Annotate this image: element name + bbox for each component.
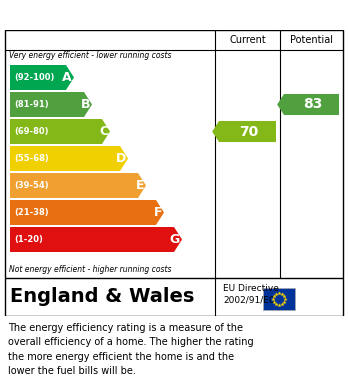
Text: 70: 70 bbox=[239, 124, 258, 138]
Text: E: E bbox=[135, 179, 144, 192]
Text: 83: 83 bbox=[303, 97, 322, 111]
Text: (81-91): (81-91) bbox=[14, 100, 49, 109]
Polygon shape bbox=[277, 94, 339, 115]
Polygon shape bbox=[10, 146, 128, 171]
Text: A: A bbox=[62, 71, 72, 84]
Text: EU Directive
2002/91/EC: EU Directive 2002/91/EC bbox=[223, 283, 279, 305]
Polygon shape bbox=[10, 200, 164, 225]
Text: Energy Efficiency Rating: Energy Efficiency Rating bbox=[10, 9, 220, 24]
Text: C: C bbox=[99, 125, 108, 138]
Polygon shape bbox=[212, 121, 276, 142]
Text: F: F bbox=[153, 206, 162, 219]
Polygon shape bbox=[10, 173, 146, 198]
Polygon shape bbox=[10, 65, 74, 90]
Text: Potential: Potential bbox=[290, 35, 333, 45]
Text: (21-38): (21-38) bbox=[14, 208, 49, 217]
Text: (1-20): (1-20) bbox=[14, 235, 43, 244]
Polygon shape bbox=[10, 119, 110, 144]
Text: B: B bbox=[80, 98, 90, 111]
Text: England & Wales: England & Wales bbox=[10, 287, 195, 307]
Text: Very energy efficient - lower running costs: Very energy efficient - lower running co… bbox=[9, 52, 172, 61]
Text: G: G bbox=[170, 233, 180, 246]
Polygon shape bbox=[10, 92, 92, 117]
Text: D: D bbox=[116, 152, 126, 165]
Text: (69-80): (69-80) bbox=[14, 127, 48, 136]
Text: (55-68): (55-68) bbox=[14, 154, 49, 163]
Polygon shape bbox=[10, 227, 182, 252]
Text: The energy efficiency rating is a measure of the
overall efficiency of a home. T: The energy efficiency rating is a measur… bbox=[8, 323, 254, 376]
Text: (92-100): (92-100) bbox=[14, 73, 54, 82]
Text: (39-54): (39-54) bbox=[14, 181, 49, 190]
Text: Current: Current bbox=[229, 35, 266, 45]
Text: Not energy efficient - higher running costs: Not energy efficient - higher running co… bbox=[9, 265, 172, 274]
Bar bbox=[263, 288, 295, 310]
